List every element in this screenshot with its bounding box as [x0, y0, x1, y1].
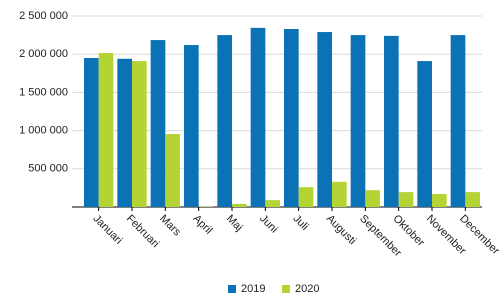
y-tick-label: 1 500 000 — [19, 86, 68, 98]
y-tick-label: 1 000 000 — [19, 125, 68, 137]
bar — [265, 200, 280, 207]
x-tick-label: Januari — [90, 213, 124, 247]
legend-swatch — [228, 285, 236, 293]
y-tick-label: 2 500 000 — [19, 10, 68, 22]
x-tick-label: Juni — [257, 213, 280, 236]
legend-swatch — [282, 285, 290, 293]
bar — [184, 45, 199, 208]
bar — [217, 35, 232, 207]
bar — [384, 35, 399, 207]
bar — [432, 194, 447, 207]
x-tick-label: Maj — [224, 213, 245, 234]
x-tick-label: Mars — [157, 213, 183, 239]
x-tick-label: April — [190, 213, 214, 237]
bar — [465, 192, 480, 207]
bar — [398, 192, 414, 207]
bar — [450, 35, 466, 207]
bar — [165, 134, 180, 207]
bar — [132, 61, 147, 207]
bar — [317, 32, 332, 207]
bar — [232, 203, 247, 207]
bar — [98, 53, 114, 207]
x-tick-label: Augusti — [324, 213, 358, 247]
x-tick-label: Juli — [290, 213, 310, 233]
bar — [150, 40, 166, 207]
bar — [117, 58, 132, 208]
bar — [417, 61, 432, 207]
legend-label: 2019 — [241, 283, 265, 295]
bar — [284, 28, 299, 207]
bar — [298, 187, 314, 207]
legend-label: 2020 — [295, 283, 319, 295]
y-tick-label: 2 000 000 — [19, 48, 68, 60]
bar — [250, 27, 266, 208]
bar — [84, 58, 99, 207]
bar — [350, 35, 366, 207]
x-tick-label: Februari — [124, 213, 161, 250]
y-tick-label: 500 000 — [28, 163, 68, 175]
bar — [365, 190, 380, 207]
bar — [332, 181, 347, 207]
